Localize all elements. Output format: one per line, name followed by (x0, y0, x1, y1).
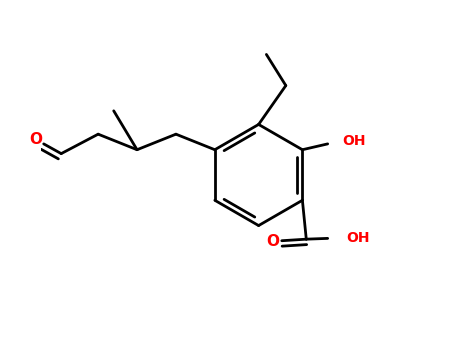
Text: O: O (30, 133, 42, 147)
Text: OH: OH (343, 134, 366, 148)
Text: O: O (266, 233, 279, 248)
Text: OH: OH (346, 231, 370, 245)
